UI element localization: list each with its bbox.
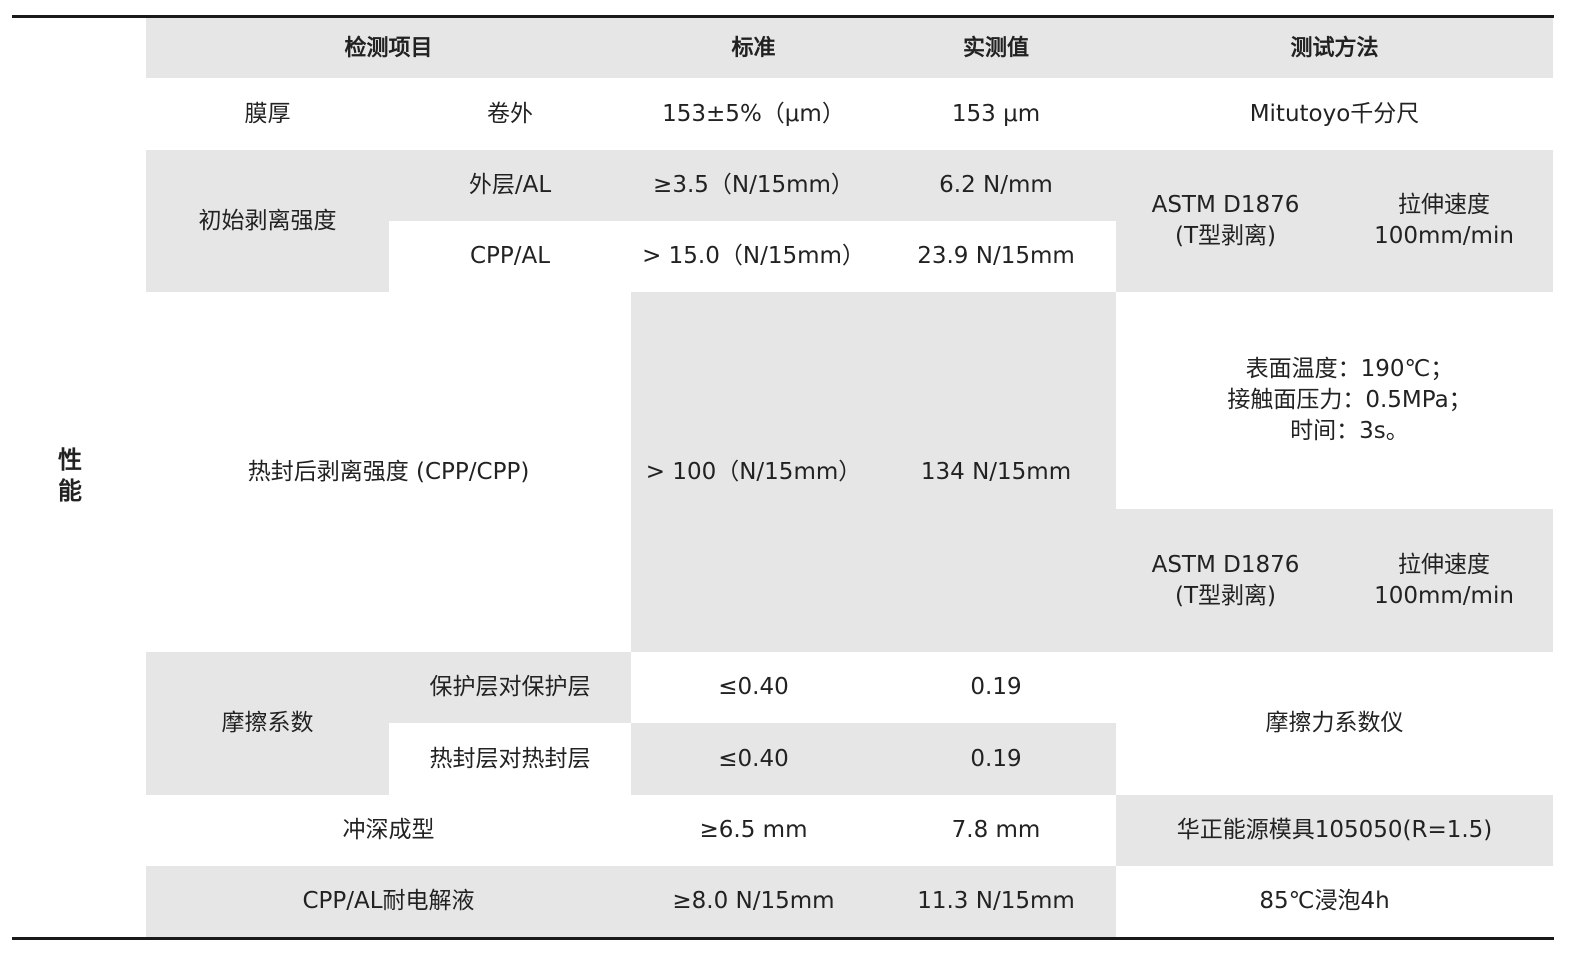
- thickness-item: 膜厚: [244, 100, 291, 127]
- deep-draw-measured: 7.8 mm: [951, 817, 1041, 843]
- outer-sub: 外层/AL: [389, 150, 631, 221]
- cpp-sub: CPP/AL: [469, 243, 551, 269]
- heat-seal-measured: 134 N/15mm: [876, 292, 1116, 652]
- electrolyte-item: CPP/AL耐电解液: [146, 866, 631, 937]
- cpp-measured: 23.9 N/15mm: [917, 243, 1075, 269]
- heat-seal-conditions: 表面温度：190℃； 接触面压力：0.5MPa； 时间：3s。: [1227, 356, 1472, 444]
- deep-draw-item: 冲深成型: [342, 817, 435, 843]
- outer-measured: 6.2 N/mm: [876, 150, 1116, 221]
- initial-peel-method: ASTM D1876 (T型剥离): [1116, 150, 1335, 292]
- seal-standard: ≤0.40: [631, 723, 876, 795]
- thickness-standard: 153±5%（μm）: [662, 100, 845, 127]
- header-standard: 标准: [631, 18, 876, 78]
- electrolyte-method: 85℃浸泡4h: [1259, 888, 1390, 914]
- bottom-rule: [12, 937, 1554, 940]
- heat-seal-method: ASTM D1876 (T型剥离): [1116, 509, 1335, 652]
- thickness-method: Mitutoyo千分尺: [1249, 100, 1420, 127]
- header-measured: 实测值: [876, 18, 1116, 78]
- header-item: 检测项目: [146, 18, 631, 78]
- friction-method: 摩擦力系数仪: [1265, 710, 1404, 736]
- initial-peel-speed: 拉伸速度 100mm/min: [1335, 150, 1553, 292]
- heat-seal-item: 热封后剥离强度 (CPP/CPP): [247, 458, 530, 485]
- seal-sub: 热封层对热封层: [429, 745, 591, 772]
- cpp-standard: > 15.0（N/15mm）: [642, 243, 865, 269]
- thickness-sub: 卷外: [487, 100, 533, 127]
- protect-measured: 0.19: [970, 674, 1022, 700]
- side-label: 性 能: [58, 446, 82, 505]
- protect-standard: ≤0.40: [718, 674, 789, 700]
- header-method: 测试方法: [1116, 18, 1553, 78]
- initial-peel-item: 初始剥离强度: [146, 150, 389, 292]
- friction-item: 摩擦系数: [146, 652, 389, 795]
- electrolyte-measured: 11.3 N/15mm: [876, 866, 1116, 937]
- deep-draw-method: 华正能源模具105050(R=1.5): [1116, 795, 1553, 866]
- top-rule: [12, 15, 1554, 18]
- heat-seal-speed: 拉伸速度 100mm/min: [1335, 509, 1553, 652]
- deep-draw-standard: ≥6.5 mm: [699, 817, 808, 843]
- electrolyte-standard: ≥8.0 N/15mm: [631, 866, 876, 937]
- seal-measured: 0.19: [876, 723, 1116, 795]
- heat-seal-standard: > 100（N/15mm）: [631, 292, 876, 652]
- thickness-measured: 153 μm: [951, 100, 1041, 127]
- outer-standard: ≥3.5（N/15mm）: [631, 150, 876, 221]
- protect-sub: 保护层对保护层: [389, 652, 631, 723]
